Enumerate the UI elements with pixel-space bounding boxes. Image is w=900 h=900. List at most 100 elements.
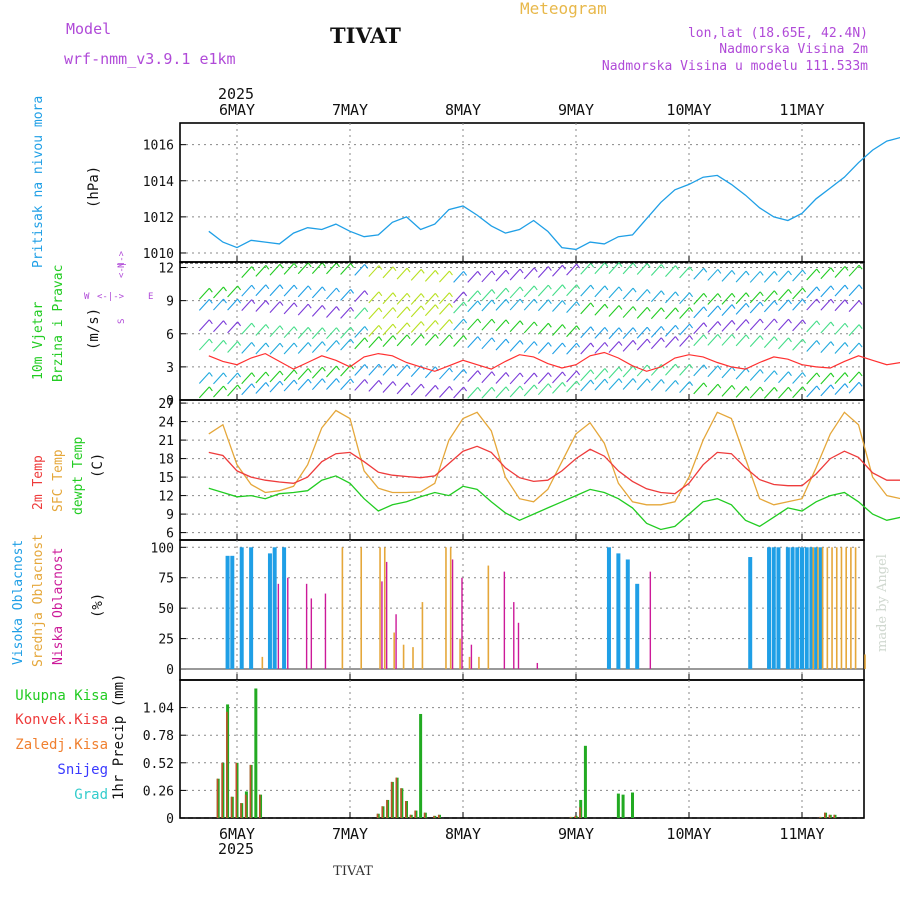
total-rain-bar [621,794,625,818]
wind-barb-flag [463,318,468,324]
year-top: 2025 [218,85,254,103]
wind-barb [834,372,846,385]
high-cloud-bar [625,559,630,670]
wind-barb-flag [293,379,298,385]
wind-barb [665,265,676,278]
high-cloud-bar [616,553,621,670]
wind-barb [424,304,436,317]
wind-barb [763,318,775,331]
wind-barb-flag [717,334,722,339]
wind-barb [467,386,479,399]
wind-barb [382,381,394,393]
wind-barb [382,323,394,336]
wind-barb-flag [336,287,340,293]
wind-barb-flag [336,340,340,345]
wind-barb [820,341,832,353]
wind-barb-flag [420,383,425,389]
pressure-unit: (hPa) [86,166,102,208]
high-cloud-bar [267,553,272,670]
wind-barb-flag [237,341,242,346]
wind-barb-flag [505,338,510,344]
wind-barb [622,340,634,352]
wind-barb-flag [434,293,439,298]
wind-barb [283,262,295,275]
wind-barb [198,372,210,384]
wind-barb-flag [392,307,397,312]
wind-barb [650,364,662,376]
wind-barb [834,266,846,278]
wind-barb-flag [717,383,722,389]
wind-barb [283,326,295,339]
wind-label-1: 10m Vjetar [31,302,46,380]
wind-barb [650,264,662,276]
temp-labels: 2m Temp SFC Temp dewpt Temp (C) [31,437,106,515]
wind-barb [679,292,690,305]
wind-barb [693,322,705,335]
wind-barb-flag [773,290,778,296]
mid-cloud-bar [360,547,363,670]
wind-barb-flag [223,286,227,292]
bottom-day-label: 11MAY [779,825,824,843]
wind-barb [594,378,606,391]
wind-barb [198,386,210,399]
wind-barb-flag [731,293,736,298]
wind-barb [439,319,450,331]
wind-barb-flag [350,378,355,384]
wind-barb-flag [350,338,355,344]
wind-barb-flag [293,342,298,348]
wind-barb [410,334,422,346]
total-rain-bar [616,793,620,818]
wind-barb-flag [646,338,651,344]
wind-barb-flag [590,369,595,375]
wind-barb [255,382,267,394]
wind-barb-flag [759,301,764,307]
wind-barb [735,292,747,305]
tick-label: 1014 [143,175,174,190]
tick-label: 9 [166,508,174,523]
wind-barb [763,290,775,303]
wind-barb-flag [477,300,482,306]
conv-rain-bar [400,788,402,818]
wind-barb [608,341,620,353]
wind-barb [227,321,238,334]
wind-barb-flag [392,335,397,340]
conv-rain-bar [390,781,393,818]
wind-barb [679,307,690,319]
wind-barb [749,301,761,314]
wind-barb [382,363,394,376]
wind-barb-flag [519,286,524,292]
wind-barb [354,307,366,320]
mid-cloud-bar [850,547,852,670]
wind-barb [778,337,789,350]
wind-barb-flag [406,306,411,312]
wind-barb [297,327,309,339]
wind-barb [636,289,648,301]
wind-barb [650,337,662,350]
wind-barb [509,372,521,385]
wind-barb [269,284,281,297]
wind-barb-flag [618,378,623,383]
wind-barb [213,269,223,280]
wind-barb-flag [265,324,270,329]
conv-rain-bar [244,794,247,818]
wind-barb [580,342,592,355]
wind-barb-flag [434,304,439,310]
bottom-day-label: 8MAY [445,825,481,843]
wind-barb [481,337,493,350]
wind-barb [297,303,309,316]
wind-barb [269,342,281,355]
wind-labels: 10m Vjetar Brzina i Pravac (m/s) W E N S… [31,250,153,382]
conv-rain-bar [216,778,219,818]
wind-barb-flag [449,319,453,324]
wind-barb [566,284,577,297]
wind-barb-flag [533,372,538,378]
wind-barb-flag [759,335,764,340]
wind-barb [269,263,281,276]
wind-barb-flag [660,379,665,384]
wind-barb [311,305,323,317]
conv-rain-bar [235,762,238,818]
conv-rain-bar [386,799,388,818]
wind-barb [509,286,521,299]
wind-barb-flag [279,284,284,290]
